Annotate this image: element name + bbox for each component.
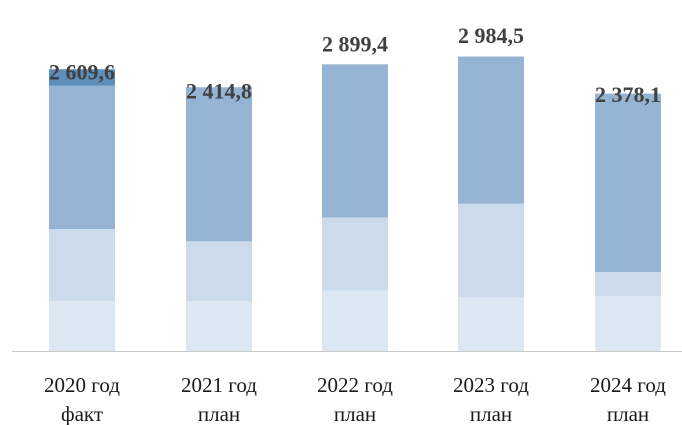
total-label-3: 2 984,5 bbox=[458, 23, 524, 48]
bar-segment-3-0 bbox=[458, 297, 524, 351]
bar-segment-4-0 bbox=[595, 296, 661, 351]
bar-segment-4-1 bbox=[595, 272, 661, 297]
bar-segment-4-2 bbox=[595, 93, 661, 273]
bar-segment-1-2 bbox=[186, 87, 252, 242]
category-label-2-line-0: 2022 год bbox=[317, 373, 393, 397]
bar-segment-2-1 bbox=[322, 217, 388, 291]
category-label-4-line-0: 2024 год bbox=[590, 373, 666, 397]
category-labels-group: 2020 год факт 2021 год план 2022 год план 2023… bbox=[44, 373, 666, 425]
total-label-1: 2 414,8 bbox=[186, 79, 252, 104]
category-label-0-line-1: факт bbox=[61, 402, 103, 425]
bar-segment-3-1 bbox=[458, 203, 524, 298]
category-label-1-line-0: 2021 год bbox=[181, 373, 257, 397]
bar-segment-1-1 bbox=[186, 241, 252, 302]
total-label-0: 2 609,6 bbox=[49, 60, 115, 85]
total-label-2: 2 899,4 bbox=[322, 31, 388, 56]
bar-segment-0-3 bbox=[49, 69, 115, 86]
total-label-4: 2 378,1 bbox=[595, 82, 661, 107]
bar-segment-2-2 bbox=[322, 64, 388, 218]
bar-segment-3-2 bbox=[458, 56, 524, 204]
bar-segment-0-2 bbox=[49, 85, 115, 230]
category-label-3-line-1: план bbox=[470, 402, 512, 425]
bar-segment-1-0 bbox=[186, 301, 252, 351]
bar-segment-2-0 bbox=[322, 290, 388, 351]
bar-segment-0-1 bbox=[49, 229, 115, 302]
category-label-4-line-1: план bbox=[607, 402, 649, 425]
category-label-0-line-0: 2020 год bbox=[44, 373, 120, 397]
category-label-3-line-0: 2023 год bbox=[453, 373, 529, 397]
bar-segment-0-0 bbox=[49, 301, 115, 351]
bars-group bbox=[49, 56, 661, 351]
category-label-1-line-1: план bbox=[198, 402, 240, 425]
category-label-2-line-1: план bbox=[334, 402, 376, 425]
total-labels-group: 2 609,6 2 414,8 2 899,4 2 984,5 2 378,1 bbox=[49, 23, 661, 107]
